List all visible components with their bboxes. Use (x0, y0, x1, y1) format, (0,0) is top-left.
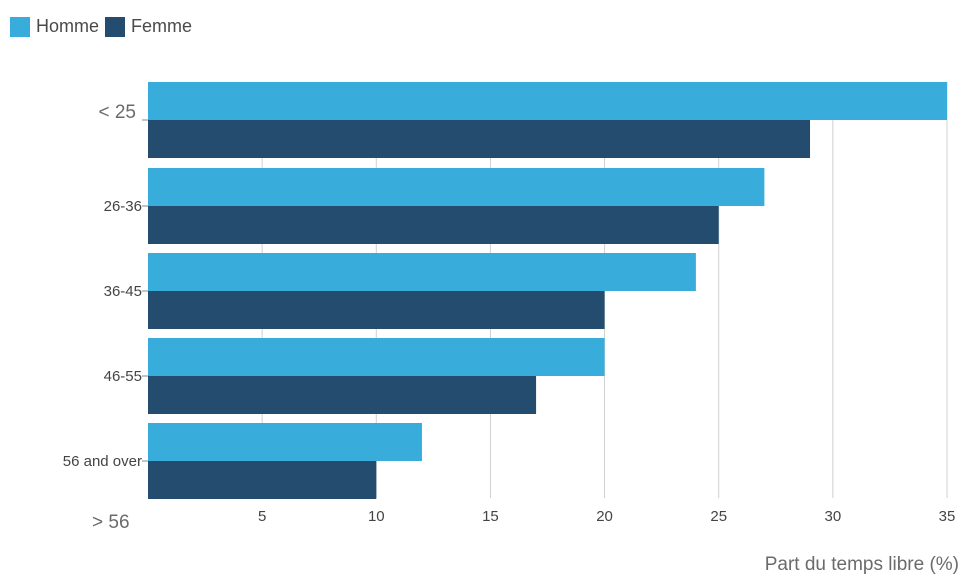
bar-homme-1 (148, 168, 765, 206)
category-label-0: < 25 (98, 102, 136, 123)
x-axis-title: Part du temps libre (%) (764, 554, 959, 575)
category-label-gt56: > 56 (92, 512, 130, 533)
bar-femme-1 (148, 206, 719, 244)
legend-label-femme: Femme (131, 16, 193, 36)
legend-label-homme: Homme (36, 16, 100, 36)
category-label-2: 36-45 (104, 283, 142, 300)
bar-homme-4 (148, 423, 422, 461)
bar-femme-4 (148, 461, 377, 499)
bar-homme-3 (148, 338, 605, 376)
x-tick-label-20: 20 (596, 508, 613, 525)
legend-swatch-homme (10, 16, 30, 37)
bar-homme-0 (148, 82, 947, 120)
x-tick-label-10: 10 (368, 508, 385, 525)
x-tick-label-5: 5 (258, 508, 266, 525)
x-tick-label-35: 35 (939, 508, 956, 525)
x-tick-label-25: 25 (710, 508, 727, 525)
legend: Homme Femme (10, 16, 198, 37)
bar-homme-2 (148, 253, 696, 291)
legend-swatch-femme (105, 16, 126, 37)
bar-femme-0 (148, 120, 811, 158)
x-tick-label-15: 15 (482, 508, 499, 525)
bar-femme-3 (148, 376, 537, 414)
category-label-4: 56 and over (63, 453, 142, 470)
category-label-3: 46-55 (104, 368, 142, 385)
bar-femme-2 (148, 291, 605, 329)
x-tick-label-30: 30 (825, 508, 842, 525)
category-label-1: 26-36 (104, 198, 142, 215)
